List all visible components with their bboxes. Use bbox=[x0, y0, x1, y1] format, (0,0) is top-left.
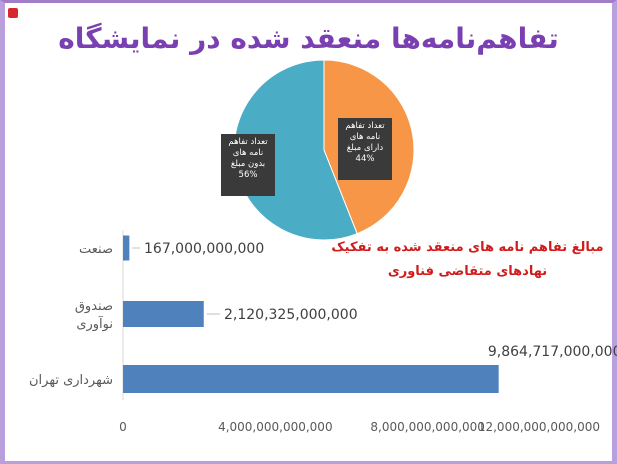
pie-slice-label: تعداد تفاهم bbox=[228, 137, 268, 147]
x-tick-label: 8,000,000,000,000 bbox=[370, 420, 485, 434]
bar bbox=[123, 365, 499, 393]
bar-category-label: صندوق bbox=[75, 299, 113, 314]
bar-category-label: نوآوری bbox=[76, 315, 113, 332]
bar bbox=[123, 301, 204, 327]
bar bbox=[123, 235, 130, 261]
x-tick-label: 4,000,000,000,000 bbox=[218, 420, 333, 434]
pie-slice-label: دارای مبلغ bbox=[347, 143, 384, 153]
pie-slice-label: نامه های bbox=[350, 132, 381, 142]
bar-chart-title-line-2: نهادهای متقاضی فناوری bbox=[387, 264, 548, 279]
bar-category-label: شهرداری تهران bbox=[29, 373, 113, 388]
x-tick-label: 0 bbox=[119, 420, 127, 434]
bar-chart-title-line-1: مبالغ تفاهم نامه های منعقد شده به تفکیک bbox=[331, 240, 604, 255]
bar-data-label: 2,120,325,000,000 bbox=[224, 307, 358, 323]
corner-mark bbox=[8, 8, 18, 18]
bar-data-label: 167,000,000,000 bbox=[144, 241, 264, 257]
pie-slice-label: تعداد تفاهم bbox=[345, 121, 385, 131]
pie-slice-percent: 44% bbox=[356, 154, 375, 164]
pie-slice-percent: 56% bbox=[239, 170, 258, 180]
bar-data-label: 9,864,717,000,000 bbox=[488, 344, 617, 360]
pie-slice-label-box bbox=[221, 134, 275, 196]
page-title: تفاهم‌نامه‌ها منعقد شده در نمایشگاه bbox=[58, 22, 559, 55]
x-tick-label: 12,000,000,000,000 bbox=[478, 420, 600, 434]
bar-category-label: صنعت bbox=[79, 242, 113, 257]
pie-slice-label: نامه های bbox=[233, 148, 264, 158]
pie-slice-label-box bbox=[338, 118, 392, 180]
pie-slice-label: بدون مبلغ bbox=[231, 159, 265, 169]
